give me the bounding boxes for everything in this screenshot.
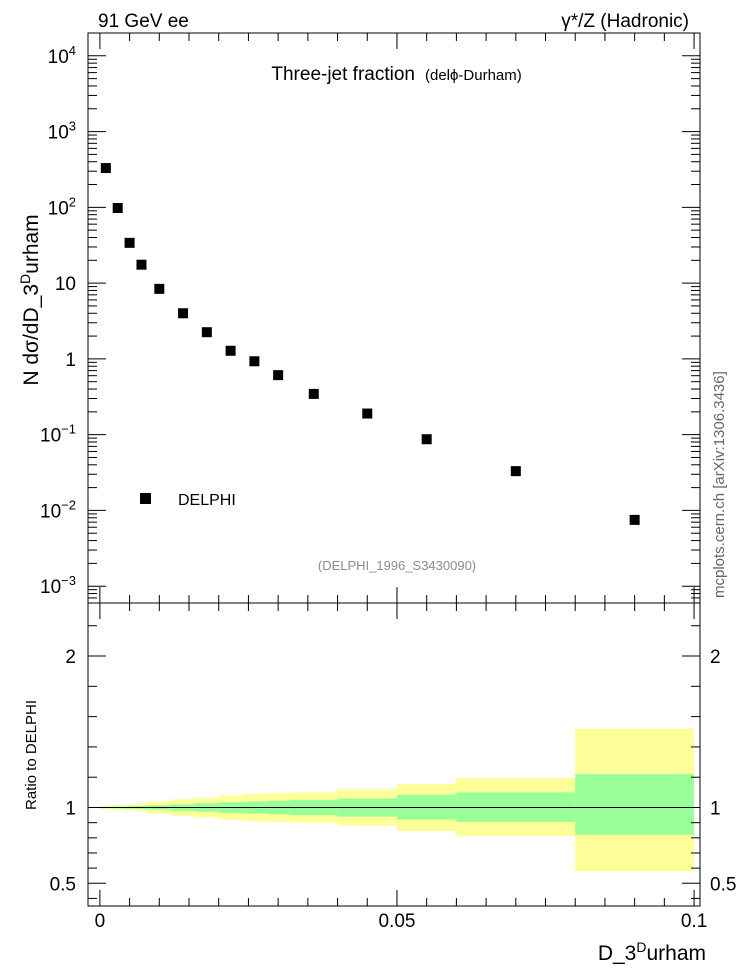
ratio-y-axis-ticks: 0.5 0.5 1 1 2 2 xyxy=(50,625,736,899)
main-subtitle: (delϕ-Durham) xyxy=(425,67,522,84)
data-point xyxy=(273,370,284,381)
legend-marker-delphi xyxy=(140,493,151,504)
ratio-y-tick-label: 0.5 xyxy=(50,874,76,895)
data-point xyxy=(136,259,147,270)
main-y-tick-label: 10−1 xyxy=(40,422,76,447)
header-right-label: γ*/Z (Hadronic) xyxy=(561,11,689,32)
data-point xyxy=(154,283,165,294)
x-tick-label: 0.1 xyxy=(681,911,707,932)
data-point xyxy=(510,466,521,477)
main-y-tick-label: 10−3 xyxy=(40,573,76,598)
analysis-id-annotation: (DELPHI_1996_S3430090) xyxy=(318,558,476,573)
ratio-y-tick-label-right: 0.5 xyxy=(710,874,736,895)
main-y-tick-label: 10−2 xyxy=(40,497,76,522)
ratio-plot-frame xyxy=(87,602,701,907)
x-tick-label: 0 xyxy=(95,911,106,932)
data-point xyxy=(249,356,260,367)
data-point xyxy=(225,345,236,356)
main-x-axis-ticks xyxy=(99,33,695,603)
data-point xyxy=(201,327,212,338)
ratio-uncertainty-bands xyxy=(99,728,695,872)
main-y-tick-label: 102 xyxy=(48,194,76,219)
main-plot-panel: Three-jet fraction (delϕ-Durham) N dσ/dD… xyxy=(17,32,701,604)
data-point xyxy=(112,203,123,214)
ratio-plot-panel: Ratio to DELPHI 0.5 0.5 1 1 2 2 0 0.05 0.1 D_3D… xyxy=(23,602,736,965)
data-point xyxy=(362,408,373,419)
x-tick-label: 0.05 xyxy=(378,911,415,932)
ratio-x-axis-ticks: 0 0.05 0.1 xyxy=(95,603,707,932)
header-left-label: 91 GeV ee xyxy=(98,11,189,32)
x-axis-label: D_3Durham xyxy=(598,939,706,965)
data-point xyxy=(178,308,189,319)
main-y-axis-label: N dσ/dD_3Durham xyxy=(17,214,43,385)
legend-label-delphi: DELPHI xyxy=(178,492,236,509)
data-point xyxy=(421,434,432,445)
source-side-label: mcplots.cern.ch [arXiv:1306.3436] xyxy=(711,371,728,598)
data-points-delphi xyxy=(100,163,640,525)
main-y-axis-ticks: 10−3 10−2 10−1 1 10 102 103 104 xyxy=(40,32,700,604)
ratio-y-tick-label-right: 2 xyxy=(710,647,721,668)
data-point xyxy=(124,237,135,248)
main-title: Three-jet fraction xyxy=(271,64,415,85)
main-y-tick-label: 1 xyxy=(65,350,76,371)
data-point xyxy=(629,514,640,525)
data-point xyxy=(100,163,111,174)
ratio-y-tick-label: 2 xyxy=(65,647,76,668)
data-point xyxy=(308,388,319,399)
inner-band-bin xyxy=(575,774,695,835)
ratio-y-axis-label: Ratio to DELPHI xyxy=(23,700,40,810)
ratio-y-tick-label-right: 1 xyxy=(710,799,721,820)
main-y-tick-label: 103 xyxy=(48,119,76,144)
main-y-tick-label: 10 xyxy=(55,274,76,295)
ratio-y-tick-label: 1 xyxy=(65,799,76,820)
main-y-tick-label: 104 xyxy=(48,43,76,68)
